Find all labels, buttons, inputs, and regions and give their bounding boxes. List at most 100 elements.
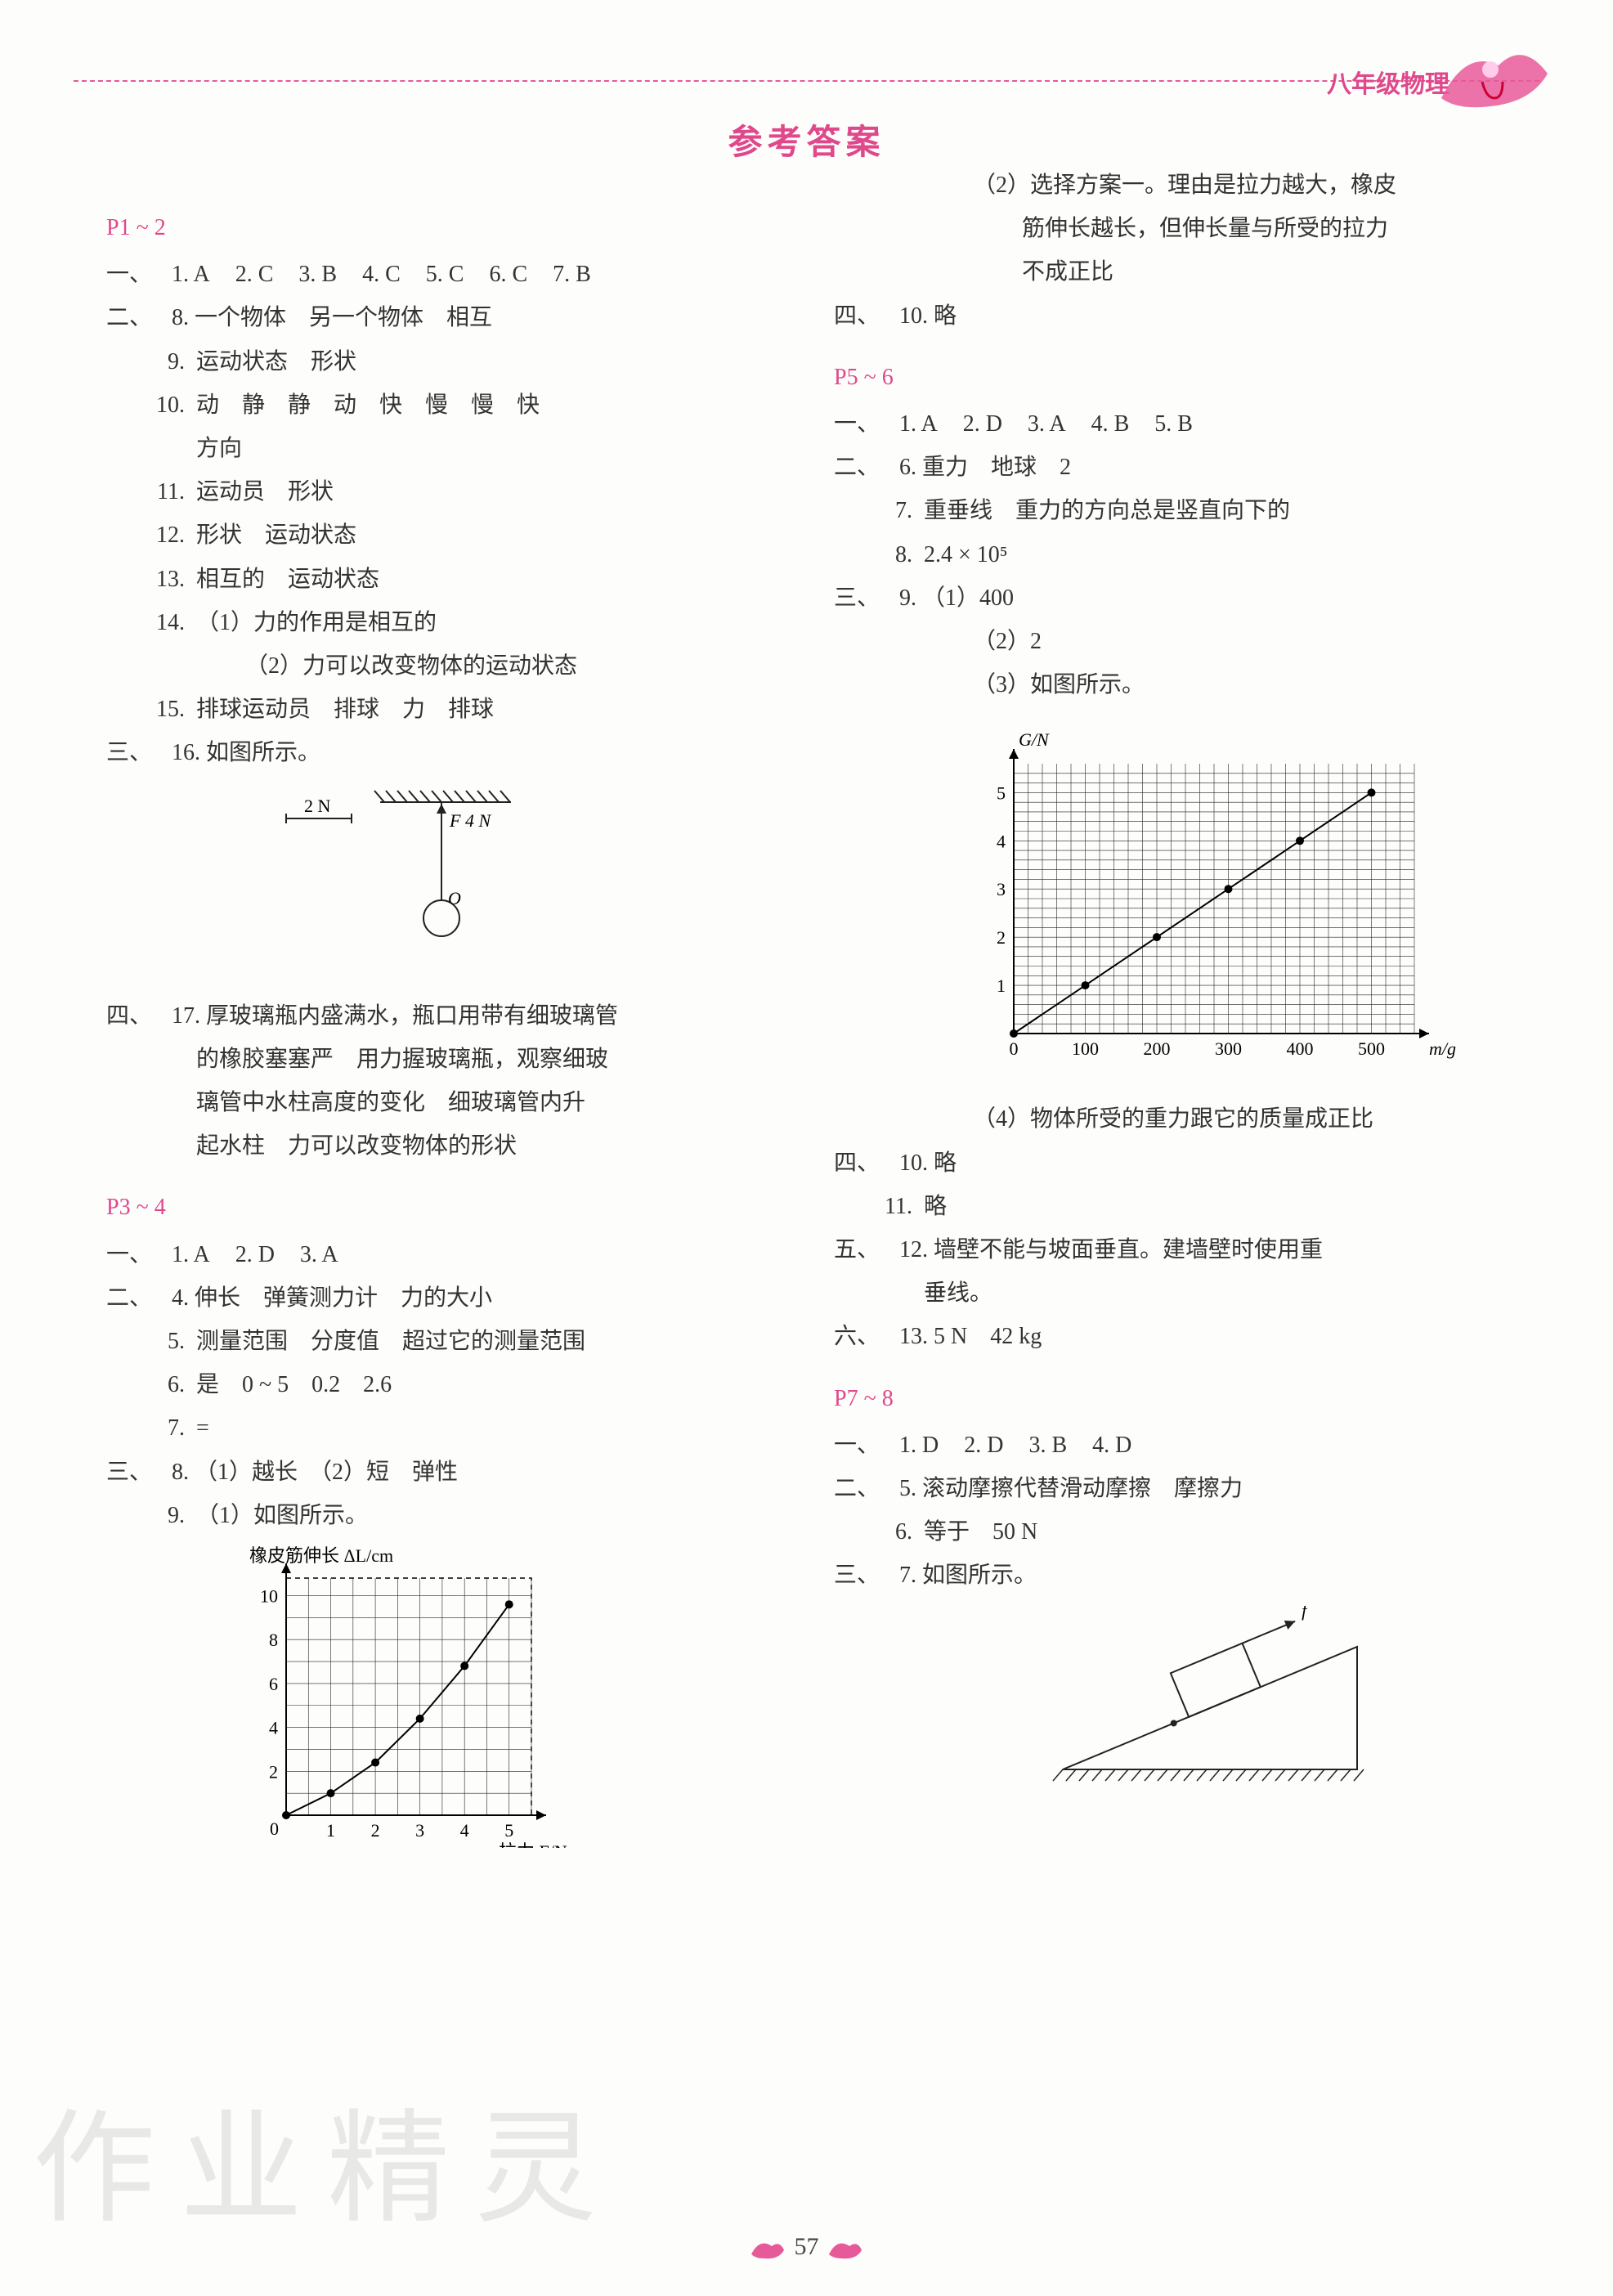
- qnum: 15.: [106, 688, 196, 731]
- svg-text:3: 3: [997, 879, 1006, 899]
- qnum: 12.: [106, 513, 196, 557]
- answer-text: 不成正比: [834, 250, 1504, 294]
- qnum: 10.: [899, 303, 934, 329]
- mc-answers: 1. A 2. D 3. A 4. B 5. B: [899, 402, 1504, 446]
- qnum: 10.: [106, 383, 196, 427]
- qnum: 6.: [899, 455, 922, 480]
- bird-icon: [825, 2234, 866, 2263]
- answer-text: （1）如图所示。: [196, 1494, 777, 1537]
- sec-label: 四、: [834, 1141, 899, 1185]
- answer-text: 略: [934, 303, 957, 329]
- answer-text: （2）2: [834, 620, 1504, 663]
- qnum: 6.: [834, 1510, 924, 1554]
- answer-text: 滚动摩擦代替滑动摩擦 摩擦力: [922, 1476, 1243, 1501]
- figure-16-force-diagram: F 4 N O 2 N: [229, 783, 556, 971]
- svg-text:100: 100: [1072, 1038, 1099, 1059]
- answer-text: 略: [924, 1185, 1504, 1228]
- qnum: 12.: [899, 1237, 934, 1262]
- qnum: 13.: [106, 558, 196, 601]
- svg-text:O: O: [448, 888, 461, 908]
- answer-text: 测量范围 分度值 超过它的测量范围: [196, 1320, 777, 1363]
- qnum: 6.: [106, 1363, 196, 1406]
- sec-label: 二、: [834, 446, 899, 489]
- svg-text:300: 300: [1215, 1038, 1242, 1059]
- answer-text: 垂线。: [834, 1271, 1504, 1315]
- svg-text:4: 4: [997, 832, 1006, 852]
- svg-text:G/N: G/N: [1019, 729, 1050, 750]
- column-right: （2）选择方案一。理由是拉力越大，橡皮 筋伸长越长，但伸长量与所受的拉力 不成正…: [834, 164, 1504, 1817]
- svg-text:1: 1: [326, 1820, 335, 1841]
- answer-text: 等于 50 N: [924, 1510, 1504, 1554]
- qnum: 11.: [106, 470, 196, 513]
- mc-answers: 1. D 2. D 3. B 4. D: [899, 1424, 1504, 1467]
- column-left: P1 ~ 2 一、 1. A 2. C 3. B 4. C 5. C 6. C …: [106, 188, 777, 1871]
- answer-text: 运动状态 形状: [196, 340, 777, 383]
- header-divider: [74, 80, 1539, 82]
- svg-text:f: f: [1302, 1606, 1309, 1621]
- page-range: P3 ~ 4: [106, 1186, 777, 1229]
- sec-label: 二、: [106, 296, 172, 339]
- page-number-text: 57: [795, 2233, 819, 2260]
- page-title: 参考答案: [0, 114, 1613, 164]
- figure-9-gravity-chart: 010020030040050012345G/Nm/g: [957, 715, 1480, 1074]
- subject-label: 八年级物理: [1327, 64, 1449, 100]
- answer-text: （3）如图所示。: [834, 663, 1504, 706]
- answer-text: 动 静 静 动 快 慢 慢 快: [196, 383, 777, 427]
- sec-label: 一、: [106, 1233, 172, 1276]
- qnum: 10.: [899, 1150, 934, 1176]
- sec-label: 三、: [106, 1451, 172, 1494]
- answer-text: 形状 运动状态: [196, 513, 777, 557]
- svg-text:2: 2: [269, 1761, 278, 1782]
- sec-label: 六、: [834, 1315, 899, 1358]
- answer-text: （1）力的作用是相互的: [196, 601, 777, 644]
- sec-label: 二、: [834, 1467, 899, 1510]
- answer-text: 伸长 弹簧测力计 力的大小: [195, 1285, 492, 1311]
- answer-text: 璃管中水柱高度的变化 细玻璃管内升: [106, 1081, 777, 1124]
- page-range: P7 ~ 8: [834, 1377, 1504, 1420]
- svg-text:4: 4: [460, 1820, 469, 1841]
- answer-text: 略: [934, 1150, 957, 1176]
- page-number: 57: [0, 2233, 1613, 2263]
- answer-text: 如图所示。: [922, 1563, 1037, 1588]
- svg-text:2: 2: [997, 927, 1006, 948]
- answer-text: =: [196, 1406, 777, 1450]
- qnum: 11.: [834, 1185, 924, 1228]
- svg-text:6: 6: [269, 1674, 278, 1694]
- corner-illustration: [1433, 25, 1556, 123]
- svg-text:拉力 F/N: 拉力 F/N: [499, 1841, 567, 1848]
- answer-text: 的橡胶塞塞严 用力握玻璃瓶，观察细玻: [106, 1038, 777, 1081]
- svg-text:F 4 N: F 4 N: [449, 810, 491, 831]
- sec-label: 一、: [834, 1424, 899, 1467]
- answer-text: 方向: [106, 427, 777, 470]
- svg-text:0: 0: [1010, 1038, 1019, 1059]
- answer-text: 一个物体 另一个物体 相互: [195, 305, 492, 330]
- qnum: 9.: [106, 1494, 196, 1537]
- qnum: 8.: [834, 533, 924, 576]
- sec-1: 一、 1. A 2. C 3. B 4. C 5. C 6. C 7. B: [106, 253, 777, 296]
- qnum: 17.: [172, 1003, 206, 1029]
- answer-text: 是 0 ~ 5 0.2 2.6: [196, 1363, 777, 1406]
- bird-icon: [747, 2234, 788, 2263]
- svg-text:2 N: 2 N: [304, 796, 331, 816]
- answer-text: 运动员 形状: [196, 470, 777, 513]
- qnum: 9.: [106, 340, 196, 383]
- qnum: 4.: [172, 1285, 195, 1311]
- qnum: 7.: [899, 1563, 922, 1588]
- svg-text:400: 400: [1287, 1038, 1314, 1059]
- sec-label: 一、: [834, 402, 899, 446]
- answer-text: 厚玻璃瓶内盛满水，瓶口用带有细玻璃管: [206, 1003, 618, 1029]
- qnum: 7.: [834, 489, 924, 532]
- svg-text:橡皮筋伸长 ΔL/cm: 橡皮筋伸长 ΔL/cm: [249, 1545, 393, 1566]
- sec-label: 四、: [834, 294, 899, 338]
- answer-text: （1）越长 （2）短 弹性: [195, 1460, 458, 1485]
- answer-text: （2）选择方案一。理由是拉力越大，橡皮: [834, 164, 1504, 207]
- sec-label: 一、: [106, 253, 172, 296]
- page-range: P5 ~ 6: [834, 356, 1504, 399]
- page-range: P1 ~ 2: [106, 206, 777, 249]
- answer-text: 5 N 42 kg: [934, 1324, 1042, 1349]
- svg-text:2: 2: [371, 1820, 380, 1841]
- figure-9-rubber-band-chart: 12345246810橡皮筋伸长 ΔL/cm拉力 F/N0: [229, 1545, 589, 1848]
- answer-text: 起水柱 力可以改变物体的形状: [106, 1124, 777, 1168]
- mc-answers: 1. A 2. C 3. B 4. C 5. C 6. C 7. B: [172, 253, 777, 296]
- figure-7-friction-diagram: f: [1014, 1606, 1423, 1794]
